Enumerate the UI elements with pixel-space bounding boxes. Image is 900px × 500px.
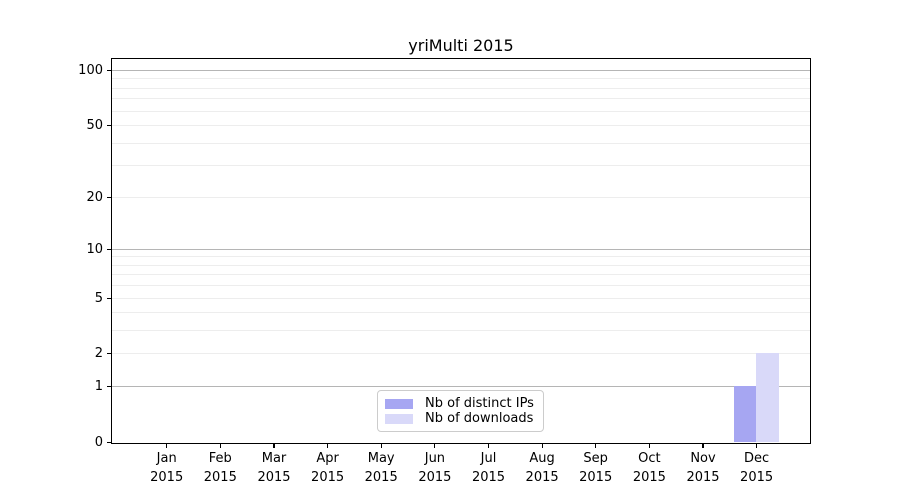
- y-tick-label: 20: [86, 189, 103, 205]
- x-tick-mark: [434, 444, 436, 448]
- x-tick-year: 2015: [686, 470, 720, 485]
- x-tick-mark: [327, 444, 329, 448]
- legend-label-downloads: Nb of downloads: [425, 411, 534, 426]
- x-tick-year: 2015: [471, 470, 506, 485]
- x-tick-label: Jun 2015: [405, 449, 465, 487]
- minor-gridline: [112, 353, 810, 355]
- x-tick-year: 2015: [632, 470, 666, 485]
- x-tick-mark: [648, 444, 650, 448]
- x-tick-month: Mar: [261, 451, 287, 466]
- x-tick-month: Feb: [208, 451, 232, 466]
- x-tick-label: Sep 2015: [566, 449, 626, 487]
- minor-gridline: [112, 125, 810, 127]
- major-gridline: [112, 70, 810, 71]
- x-tick-mark: [487, 444, 490, 448]
- y-tick-label: 0: [94, 435, 103, 450]
- y-tick-label: 5: [94, 290, 103, 306]
- x-tick-month: May: [367, 451, 395, 466]
- x-tick-year: 2015: [579, 470, 613, 485]
- x-tick-year: 2015: [257, 470, 291, 485]
- x-tick-label: Oct 2015: [619, 449, 679, 487]
- x-tick-year: 2015: [740, 470, 774, 485]
- x-tick-mark: [541, 444, 543, 448]
- minor-gridline: [112, 274, 810, 276]
- x-tick-label: Nov 2015: [673, 449, 733, 487]
- x-tick-label: Jan 2015: [137, 449, 197, 487]
- legend-swatch-downloads: [385, 413, 413, 424]
- minor-gridline: [112, 297, 810, 299]
- minor-gridline: [112, 264, 810, 266]
- x-tick-label: Apr 2015: [298, 449, 358, 487]
- x-tick-month: Apr: [316, 451, 339, 466]
- x-tick-year: 2015: [203, 470, 237, 485]
- y-tick-label: 2: [94, 346, 103, 362]
- y-tick-mark: [107, 196, 111, 198]
- x-tick-year: 2015: [311, 470, 345, 485]
- x-tick-year: 2015: [418, 470, 452, 485]
- x-tick-month: Jun: [424, 451, 446, 466]
- minor-gridline: [112, 312, 810, 314]
- y-tick-mark: [107, 386, 111, 388]
- x-tick-mark: [219, 444, 221, 448]
- minor-gridline: [112, 285, 810, 287]
- x-tick-mark: [595, 444, 597, 448]
- plot-area: Nb of distinct IPs Nb of downloads: [111, 58, 811, 444]
- x-tick-mark: [166, 444, 168, 448]
- legend-item-downloads: Nb of downloads: [385, 411, 534, 426]
- x-tick-year: 2015: [525, 470, 559, 485]
- x-tick-month: Jul: [480, 451, 497, 466]
- x-tick-label: Feb 2015: [190, 449, 250, 487]
- x-tick-month: Oct: [638, 451, 661, 466]
- legend-label-distinct-ips: Nb of distinct IPs: [425, 396, 534, 411]
- x-tick-label: Mar 2015: [244, 449, 304, 487]
- x-tick-label: Aug 2015: [512, 449, 572, 487]
- x-tick-year: 2015: [150, 470, 184, 485]
- legend-swatch-distinct-ips: [385, 398, 413, 409]
- minor-gridline: [112, 87, 810, 89]
- y-tick-mark: [107, 248, 111, 250]
- minor-gridline: [112, 165, 810, 167]
- x-tick-mark: [756, 444, 758, 448]
- y-tick-mark: [107, 441, 111, 444]
- legend: Nb of distinct IPs Nb of downloads: [377, 390, 544, 432]
- x-tick-month: Aug: [529, 451, 555, 466]
- x-tick-label: May 2015: [351, 449, 411, 487]
- minor-gridline: [112, 256, 810, 258]
- minor-gridline: [112, 196, 810, 198]
- minor-gridline: [112, 110, 810, 112]
- x-tick-label: Dec 2015: [727, 449, 787, 487]
- y-tick-label: 100: [78, 63, 103, 78]
- x-tick-mark: [702, 444, 704, 448]
- x-tick-month: Sep: [583, 451, 608, 466]
- minor-gridline: [112, 78, 810, 80]
- chart-title: yriMulti 2015: [408, 36, 514, 55]
- x-tick-year: 2015: [364, 470, 398, 485]
- minor-gridline: [112, 98, 810, 100]
- y-tick-label: 50: [86, 118, 103, 134]
- major-gridline: [112, 386, 810, 388]
- y-tick-mark: [107, 125, 111, 127]
- x-tick-mark: [380, 444, 382, 448]
- bar-distinct-ips: [733, 386, 757, 442]
- minor-gridline: [112, 330, 810, 332]
- x-tick-month: Nov: [690, 451, 716, 466]
- x-tick-month: Jan: [156, 451, 177, 466]
- bar-downloads: [756, 353, 779, 442]
- major-gridline: [112, 248, 810, 250]
- y-tick-mark: [107, 353, 111, 355]
- minor-gridline: [112, 142, 810, 144]
- y-tick-label: 1: [94, 379, 103, 395]
- legend-item-distinct-ips: Nb of distinct IPs: [385, 396, 534, 411]
- y-tick-mark: [107, 69, 111, 72]
- x-tick-mark: [273, 444, 275, 448]
- y-tick-label: 10: [86, 241, 103, 257]
- y-tick-mark: [107, 297, 111, 299]
- x-tick-label: Jul 2015: [459, 449, 519, 487]
- x-tick-month: Dec: [744, 451, 770, 466]
